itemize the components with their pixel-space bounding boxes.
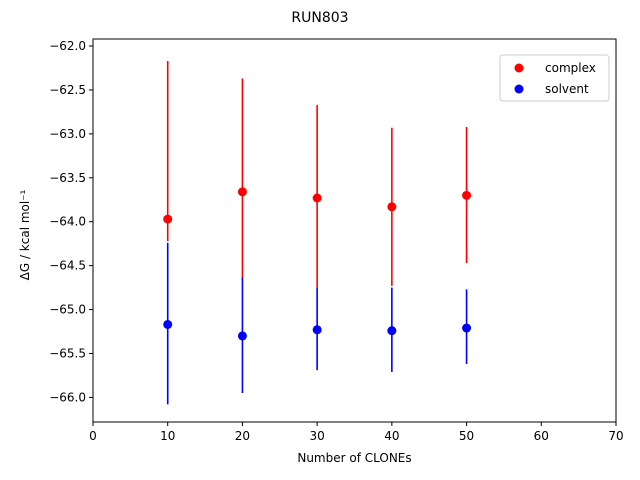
solvent-point-3 [387, 326, 397, 336]
plot-area [92, 38, 617, 423]
y-tick-label-4: −64.0 [49, 215, 86, 229]
x-tick-label-2: 20 [235, 429, 250, 443]
y-tick-label-3: −63.5 [49, 171, 86, 185]
x-tick-label-7: 70 [608, 429, 623, 443]
complex-point-1 [237, 187, 247, 197]
legend-marker-solvent [514, 84, 524, 94]
legend: complex solvent [499, 54, 610, 102]
y-tick-label-7: −65.5 [49, 346, 86, 360]
x-tick-label-0: 0 [89, 429, 97, 443]
y-axis-label: ΔG / kcal mol⁻¹ [18, 189, 32, 280]
y-tick-label-8: −66.0 [49, 390, 86, 404]
legend-box [499, 54, 610, 102]
x-axis: 0 10 20 30 40 50 60 70 [89, 422, 624, 443]
y-tick-label-1: −62.5 [49, 83, 86, 97]
plot-background [93, 39, 616, 422]
series-complex [163, 60, 472, 288]
legend-label-solvent: solvent [545, 82, 589, 96]
solvent-point-4 [462, 323, 472, 333]
complex-point-3 [387, 202, 397, 212]
x-tick-label-5: 50 [459, 429, 474, 443]
complex-point-4 [462, 190, 472, 200]
legend-label-complex: complex [545, 61, 596, 75]
solvent-point-2 [312, 325, 322, 335]
plot-frame [92, 38, 617, 423]
x-tick-label-6: 60 [534, 429, 549, 443]
series-solvent [163, 242, 472, 405]
solvent-point-0 [163, 319, 173, 329]
series-layer [163, 60, 472, 405]
y-tick-label-6: −65.0 [49, 303, 86, 317]
y-tick-label-2: −63.0 [49, 127, 86, 141]
solvent-point-1 [237, 331, 247, 341]
chart-title: RUN803 [291, 10, 348, 26]
legend-marker-complex [514, 63, 524, 73]
x-tick-label-1: 10 [160, 429, 175, 443]
y-axis: −62.0 −62.5 −63.0 −63.5 −64.0 −64.5 −65.0 −65.5… [49, 39, 93, 404]
complex-point-2 [312, 193, 322, 203]
x-tick-label-3: 30 [310, 429, 325, 443]
x-axis-label: Number of CLONEs [297, 451, 411, 465]
complex-point-0 [163, 214, 173, 224]
y-tick-label-5: −64.5 [49, 259, 86, 273]
x-tick-label-4: 40 [384, 429, 399, 443]
y-tick-label-0: −62.0 [49, 39, 86, 53]
